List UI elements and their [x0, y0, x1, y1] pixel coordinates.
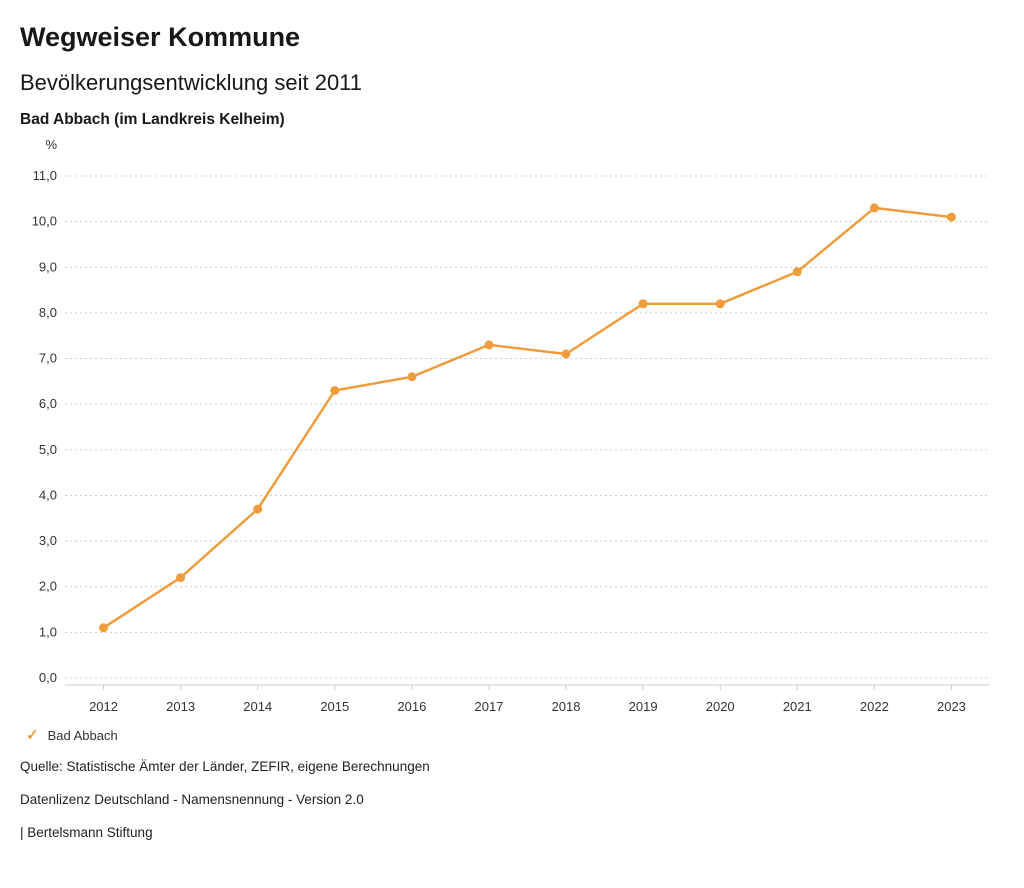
legend-check-icon: ✓	[26, 727, 39, 744]
y-axis-label: 5,0	[39, 442, 57, 457]
data-point-2019[interactable]	[638, 299, 648, 309]
data-point-2018[interactable]	[561, 349, 571, 359]
chart-title: Bevölkerungsentwicklung seit 2011	[20, 70, 363, 95]
chart-location-subtitle: Bad Abbach (im Landkreis Kelheim)	[20, 111, 285, 128]
x-axis-label: 2015	[320, 699, 349, 714]
source-line: Quelle: Statistische Ämter der Länder, Z…	[20, 759, 430, 774]
y-axis-label: 3,0	[39, 533, 57, 548]
data-point-2015[interactable]	[330, 386, 340, 395]
chart-canvas: 0,0 1,0 2,0 3,0 4,0 5,0 6,0 7,0 8,0 9,0 10,0 11,0% 2…	[32, 137, 990, 714]
y-axis-label: 4,0	[39, 487, 57, 502]
x-axis-label: 2014	[243, 699, 272, 714]
x-axis-label: 2016	[397, 699, 426, 714]
x-axis-label: 2013	[166, 699, 195, 714]
y-axis-label: 2,0	[39, 579, 57, 594]
y-axis-label: 10,0	[32, 214, 57, 229]
data-point-2023[interactable]	[947, 212, 956, 222]
x-axis-label: 2018	[552, 699, 581, 714]
population-line-chart: 0,0 1,0 2,0 3,0 4,0 5,0 6,0 7,0 8,0 9,0 10,0 11,0% 2…	[20, 131, 1004, 716]
y-axis-label: 1,0	[39, 624, 57, 639]
data-point-2013[interactable]	[176, 573, 186, 583]
y-axis-label: 7,0	[39, 351, 57, 366]
y-axis-label: 6,0	[39, 396, 57, 411]
x-axis-label: 2012	[89, 699, 118, 714]
attribution-line: | Bertelsmann Stiftung	[20, 825, 153, 840]
legend-item-bad-abbach[interactable]: ✓ Bad Abbach	[20, 728, 118, 743]
y-axis-label: 9,0	[39, 259, 57, 274]
x-axis-label: 2021	[783, 699, 812, 714]
data-point-2022[interactable]	[869, 203, 879, 213]
y-axis-label: 8,0	[39, 305, 57, 320]
data-point-2016[interactable]	[407, 372, 417, 382]
series-line	[102, 206, 952, 629]
x-axis-label: 2019	[629, 699, 658, 714]
x-axis-label: 2022	[860, 699, 889, 714]
data-point-2021[interactable]	[792, 267, 802, 277]
y-axis-unit-label: %	[45, 137, 57, 152]
data-point-2017[interactable]	[484, 340, 494, 350]
legend-label: Bad Abbach	[47, 728, 118, 743]
page-title: Wegweiser Kommune	[20, 22, 301, 52]
y-axis-label: 11,0	[33, 168, 57, 183]
x-axis-label: 2023	[937, 699, 966, 714]
y-axis-label: 0,0	[39, 670, 57, 685]
footer: Quelle: Statistische Ämter der Länder, Z…	[20, 759, 1004, 840]
data-point-2012[interactable]	[99, 623, 108, 633]
x-axis-label: 2017	[474, 699, 503, 714]
data-point-2014[interactable]	[253, 504, 263, 514]
license-line: Datenlizenz Deutschland - Namensnennung …	[20, 792, 364, 807]
data-point-2020[interactable]	[715, 299, 725, 309]
x-axis-label: 2020	[706, 699, 735, 714]
